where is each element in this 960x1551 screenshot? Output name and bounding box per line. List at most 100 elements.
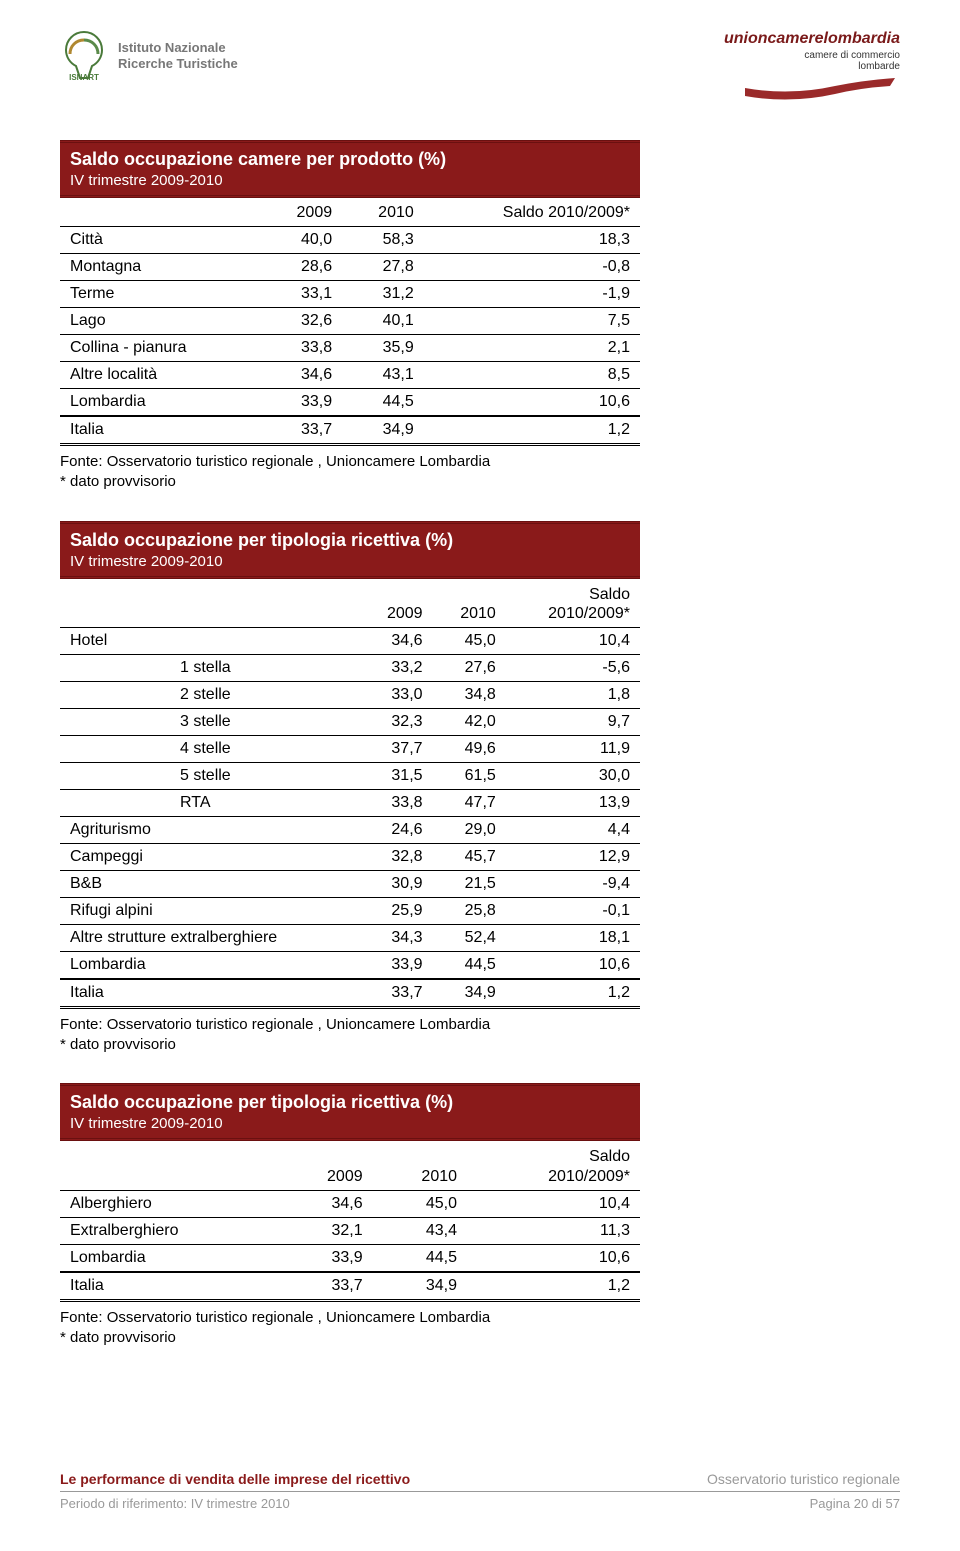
cell-saldo: -5,6 — [506, 654, 640, 681]
cell-2009: 40,0 — [260, 227, 342, 254]
row-label: Altre strutture extralberghiere — [60, 924, 359, 951]
table3-title-bar: Saldo occupazione per tipologia ricettiv… — [60, 1083, 640, 1141]
cell-2010: 44,5 — [433, 951, 506, 979]
footer-page-number: Pagina 20 di 57 — [810, 1496, 900, 1511]
col-saldo: Saldo 2010/2009* — [424, 198, 640, 227]
cell-saldo: -0,8 — [424, 254, 640, 281]
cell-2010: 44,5 — [342, 389, 424, 417]
table1: 2009 2010 Saldo 2010/2009* Città40,058,3… — [60, 198, 640, 446]
cell-2009: 33,7 — [278, 1272, 372, 1301]
cell-2010: 44,5 — [373, 1244, 467, 1272]
cell-2009: 33,8 — [260, 335, 342, 362]
cell-2010: 45,0 — [433, 627, 506, 654]
table3-block: Saldo occupazione per tipologia ricettiv… — [60, 1083, 640, 1348]
cell-2010: 27,8 — [342, 254, 424, 281]
cell-saldo: 30,0 — [506, 762, 640, 789]
table1-subtitle: IV trimestre 2009-2010 — [70, 172, 630, 189]
table2-block: Saldo occupazione per tipologia ricettiv… — [60, 521, 640, 1056]
cell-2009: 33,2 — [359, 654, 432, 681]
cell-2009: 34,6 — [359, 627, 432, 654]
cell-2010: 58,3 — [342, 227, 424, 254]
page-header: ISNART Istituto Nazionale Ricerche Turis… — [60, 30, 900, 110]
cell-2009: 28,6 — [260, 254, 342, 281]
cell-saldo: 10,4 — [467, 1190, 640, 1217]
cell-2009: 33,1 — [260, 281, 342, 308]
cell-2010: 34,9 — [342, 416, 424, 445]
cell-2010: 21,5 — [433, 870, 506, 897]
cell-2009: 34,6 — [278, 1190, 372, 1217]
cell-2010: 47,7 — [433, 789, 506, 816]
footer-period: Periodo di riferimento: IV trimestre 201… — [60, 1496, 290, 1511]
cell-2009: 33,7 — [260, 416, 342, 445]
table-row: Alberghiero34,645,010,4 — [60, 1190, 640, 1217]
cell-2010: 27,6 — [433, 654, 506, 681]
table-row: Italia33,734,91,2 — [60, 416, 640, 445]
cell-2010: 61,5 — [433, 762, 506, 789]
cell-2009: 24,6 — [359, 816, 432, 843]
row-label: Lombardia — [60, 389, 260, 417]
footer-bottom-row: Periodo di riferimento: IV trimestre 201… — [60, 1496, 900, 1511]
col-2009: 2009 — [359, 579, 432, 628]
table2-subtitle: IV trimestre 2009-2010 — [70, 553, 630, 570]
row-label: 1 stella — [60, 654, 359, 681]
table1-source: Fonte: Osservatorio turistico regionale … — [60, 452, 640, 493]
table-row: B&B30,921,5-9,4 — [60, 870, 640, 897]
cell-2009: 31,5 — [359, 762, 432, 789]
cell-saldo: 18,1 — [506, 924, 640, 951]
table1-header-row: 2009 2010 Saldo 2010/2009* — [60, 198, 640, 227]
table-row: Città40,058,318,3 — [60, 227, 640, 254]
table-row: Hotel34,645,010,4 — [60, 627, 640, 654]
table-row: 3 stelle32,342,09,7 — [60, 708, 640, 735]
cell-saldo: 4,4 — [506, 816, 640, 843]
cell-saldo: 18,3 — [424, 227, 640, 254]
isnart-line2: Ricerche Turistiche — [118, 56, 238, 72]
isnart-line1: Istituto Nazionale — [118, 40, 238, 56]
cell-2009: 33,8 — [359, 789, 432, 816]
page-container: ISNART Istituto Nazionale Ricerche Turis… — [0, 0, 960, 1551]
cell-saldo: 9,7 — [506, 708, 640, 735]
table-row: RTA33,847,713,9 — [60, 789, 640, 816]
row-label: 4 stelle — [60, 735, 359, 762]
cell-2009: 33,9 — [260, 389, 342, 417]
cell-saldo: 8,5 — [424, 362, 640, 389]
cell-2010: 42,0 — [433, 708, 506, 735]
table-row: Lombardia33,944,510,6 — [60, 1244, 640, 1272]
cell-2010: 43,4 — [373, 1217, 467, 1244]
table3-source: Fonte: Osservatorio turistico regionale … — [60, 1308, 640, 1349]
table2: 2009 2010 Saldo 2010/2009* Hotel34,645,0… — [60, 579, 640, 1009]
cell-2009: 34,6 — [260, 362, 342, 389]
table-row: Lombardia33,944,510,6 — [60, 389, 640, 417]
row-label: RTA — [60, 789, 359, 816]
cell-saldo: -0,1 — [506, 897, 640, 924]
table-row: Collina - pianura33,835,92,1 — [60, 335, 640, 362]
cell-2010: 34,9 — [433, 979, 506, 1008]
table2-title-bar: Saldo occupazione per tipologia ricettiv… — [60, 521, 640, 579]
table1-block: Saldo occupazione camere per prodotto (%… — [60, 140, 640, 493]
table1-title-bar: Saldo occupazione camere per prodotto (%… — [60, 140, 640, 198]
row-label: Lombardia — [60, 951, 359, 979]
row-label: Italia — [60, 1272, 278, 1301]
swoosh-icon — [740, 76, 900, 110]
table-row: Montagna28,627,8-0,8 — [60, 254, 640, 281]
table-row: 4 stelle37,749,611,9 — [60, 735, 640, 762]
table-row: Terme33,131,2-1,9 — [60, 281, 640, 308]
cell-2010: 25,8 — [433, 897, 506, 924]
col-blank — [60, 1141, 278, 1190]
isnart-text: Istituto Nazionale Ricerche Turistiche — [118, 40, 238, 71]
cell-2009: 32,3 — [359, 708, 432, 735]
svg-text:ISNART: ISNART — [69, 73, 99, 82]
cell-2009: 33,9 — [278, 1244, 372, 1272]
row-label: Rifugi alpini — [60, 897, 359, 924]
cell-2009: 25,9 — [359, 897, 432, 924]
cell-2009: 32,8 — [359, 843, 432, 870]
row-label: Alberghiero — [60, 1190, 278, 1217]
cell-2010: 45,0 — [373, 1190, 467, 1217]
table-row: Italia33,734,91,2 — [60, 1272, 640, 1301]
row-label: Montagna — [60, 254, 260, 281]
cell-2010: 43,1 — [342, 362, 424, 389]
cell-saldo: 10,6 — [467, 1244, 640, 1272]
table-row: 2 stelle33,034,81,8 — [60, 681, 640, 708]
cell-2009: 32,1 — [278, 1217, 372, 1244]
cell-saldo: 1,8 — [506, 681, 640, 708]
table1-title: Saldo occupazione camere per prodotto (%… — [70, 149, 630, 170]
